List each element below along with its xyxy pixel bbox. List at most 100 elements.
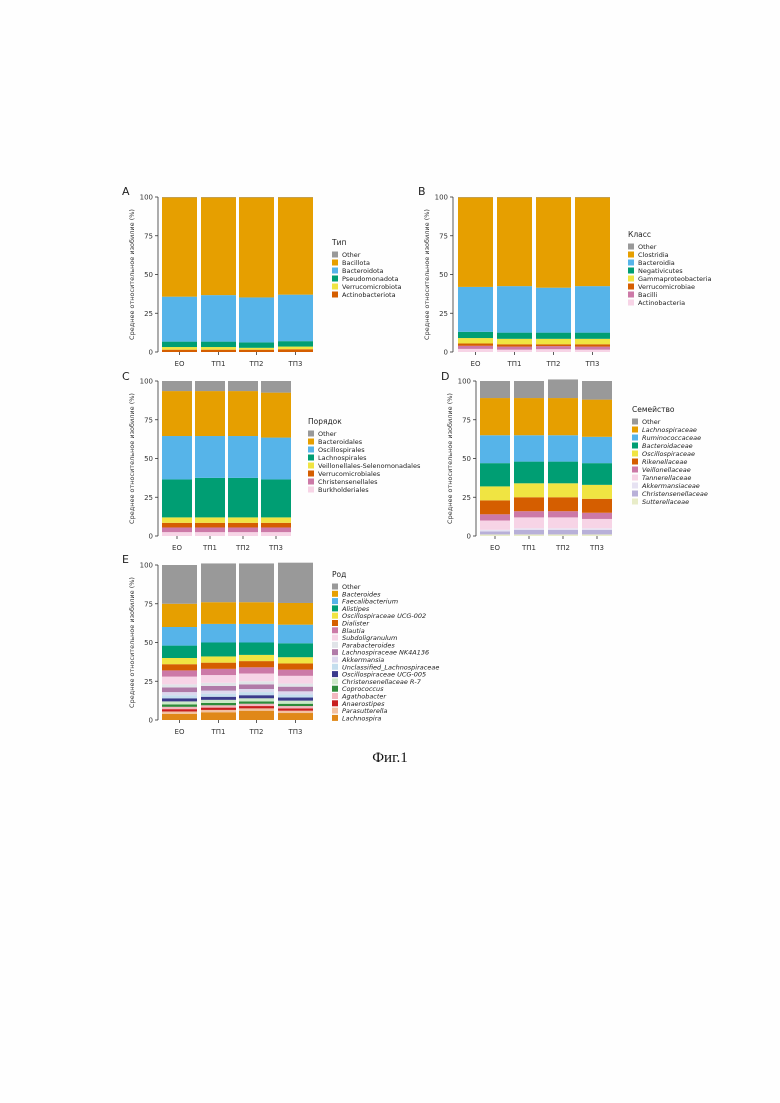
x-tick-label: ТП2 [555, 544, 570, 552]
legend-label: Bacteroidia [638, 259, 675, 267]
legend-label: Sutterellaceae [642, 498, 689, 506]
legend-swatch [628, 252, 634, 258]
y-axis-label: Среднее относительное изобилие (%) [128, 209, 136, 340]
bar-segment-lachnospira [201, 712, 236, 720]
legend-swatch [332, 260, 338, 266]
legend-label: Lachnospiraceae [642, 426, 697, 434]
x-tick-label: EO [172, 544, 182, 552]
bar-segment-bacteroidaceae [514, 462, 544, 484]
bar-segment-pseudomonadota [239, 342, 274, 347]
y-tick-label: 50 [144, 455, 153, 463]
bar-segment-blautia [201, 669, 236, 675]
bar-segment-christensenellaceae [582, 530, 612, 535]
bar-segment-lachnospiraceae-nk4a136 [239, 684, 274, 689]
bar-segment-actinobacteriota [239, 350, 274, 352]
legend-swatch [628, 300, 634, 306]
bar-segment-blautia [278, 670, 313, 676]
x-tick-label: EO [175, 360, 185, 368]
legend-label: Verrucomicrobiota [342, 283, 402, 291]
panel-letter: D [441, 370, 449, 383]
bar-segment-christensenellaceae [548, 530, 578, 535]
bar-segment-rikenellaceae [548, 497, 578, 511]
bar-segment-bacilli [497, 347, 532, 350]
bar-segment-clostridia [458, 197, 493, 286]
bar-segment-veillonellales-selenomonadales [228, 517, 258, 522]
bar-segment-akkermansia [162, 692, 197, 695]
bar-segment-anaerostipes [278, 708, 313, 710]
bar-segment-bacteroidia [458, 287, 493, 332]
bar-segment-faecalibacterium [239, 624, 274, 643]
panel-a: A0255075100Среднее относительное изобили… [122, 185, 402, 368]
bar-segment-oscillospiraceae [582, 485, 612, 499]
legend: РодOtherBacteroidesFaecalibacteriumAlist… [332, 570, 439, 722]
bar-segment-lachnospiraceae-nk4a136 [278, 687, 313, 692]
legend-swatch [308, 455, 314, 461]
x-tick-label: ТП3 [288, 360, 303, 368]
legend-title: Род [332, 570, 346, 579]
bar-segment-oscillospiraceae-ucg-002 [201, 656, 236, 662]
legend-swatch [332, 591, 338, 597]
legend-swatch [332, 292, 338, 298]
y-tick-label: 75 [144, 416, 153, 424]
bar-segment-bacteroidaceae [548, 462, 578, 484]
bar-segment-akkermansia [278, 691, 313, 694]
legend-swatch [632, 467, 638, 473]
bar-segment-ruminococcaceae [548, 435, 578, 461]
bar-segment-dialister [278, 663, 313, 669]
bar-segment-oscillospiraceae-ucg-005 [162, 698, 197, 701]
bar-segment-bacilli [536, 346, 571, 349]
bar-segment-parasutterella [239, 708, 274, 710]
legend-swatch [332, 649, 338, 655]
legend-swatch [308, 487, 314, 493]
bar-segment-bacteroidota [162, 297, 197, 342]
legend-swatch [628, 292, 634, 298]
bar-segment-bacillota [239, 197, 274, 297]
x-tick-label: EO [175, 728, 185, 736]
y-tick-label: 50 [144, 639, 153, 647]
bar-segment-ruminococcaceae [514, 435, 544, 461]
legend-swatch [308, 439, 314, 445]
bar-segment-negativicutes [575, 333, 610, 339]
legend-swatch [632, 419, 638, 425]
bar-segment-actinobacteria [497, 350, 532, 352]
bar-segment-anaerostipes [162, 709, 197, 711]
bar-segment-oscillospiraceae [548, 483, 578, 497]
bar-segment-actinobacteria [575, 350, 610, 352]
bar-segment-oscillospirales [261, 438, 291, 480]
y-axis-label: Среднее относительное изобилие (%) [423, 209, 431, 340]
legend: ТипOtherBacillotaBacteroidotaPseudomonad… [331, 238, 402, 299]
panel-e: E0255075100Среднее относительное изобили… [122, 553, 439, 736]
bar-segment-unclassified-lachnospiraceae [239, 692, 274, 695]
legend-swatch [332, 613, 338, 619]
bar-segment-verrucomicrobiae [458, 343, 493, 345]
legend-label: Clostridia [638, 251, 669, 259]
bar-segment-bacteroidota [278, 295, 313, 342]
bar-segment-negativicutes [536, 333, 571, 339]
legend-label: Verrucomicrobiae [638, 283, 695, 291]
legend-label: Bacteroidota [342, 267, 384, 275]
bar-segment-other [278, 563, 313, 603]
y-tick-label: 75 [144, 232, 153, 240]
bar-segment-lachnospira [239, 711, 274, 720]
y-axis-label: Среднее относительное изобилие (%) [128, 577, 136, 708]
panel-letter: C [122, 370, 130, 383]
legend-label: Actinobacteria [638, 299, 685, 307]
bar-segment-actinobacteria [536, 349, 571, 352]
bar-segment-verrucomicrobiae [575, 344, 610, 346]
bar-segment-pseudomonadota [162, 342, 197, 347]
bar-segment-christensenellaceae [480, 531, 510, 534]
bar-segment-christensenellales [228, 527, 258, 532]
bar-segment-verrucomicrobiae [497, 344, 532, 346]
bar-segment-lachnospira [162, 714, 197, 720]
bar-segment-subdoligranulum [201, 675, 236, 683]
x-tick-label: ТП2 [249, 360, 264, 368]
bar-segment-bacteroidota [239, 297, 274, 342]
bar-segment-clostridia [497, 197, 532, 286]
bar-segment-alistipes [162, 646, 197, 658]
x-tick-label: ТП1 [507, 360, 522, 368]
legend-label: Actinobacteriota [342, 291, 396, 299]
bar-segment-christensenellaceae-r-7 [278, 701, 313, 704]
legend-swatch [332, 284, 338, 290]
figure: A0255075100Среднее относительное изобили… [0, 0, 780, 1103]
bar-segment-tannerellaceae [582, 519, 612, 528]
